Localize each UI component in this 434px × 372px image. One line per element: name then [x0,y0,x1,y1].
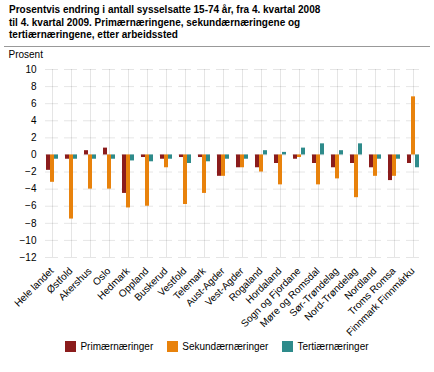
svg-text:0: 0 [31,149,37,160]
svg-text:Hordaland: Hordaland [243,264,284,306]
svg-text:Troms Romsa: Troms Romsa [345,264,398,317]
svg-text:Østfold: Østfold [44,264,75,295]
html-text:Tertiærnæringer: Tertiærnæringer [297,340,369,352]
svg-text:2: 2 [31,132,37,143]
svg-text:Vest-Agder: Vest-Agder [202,264,246,308]
html-text:Primærnæringer: Primærnæringer [80,340,154,352]
svg-text:Rogaland: Rogaland [226,264,265,303]
svg-text:4: 4 [31,114,37,125]
html-text:Sekundærnæringer: Sekundærnæringer [182,340,269,352]
svg-text:Vestfold: Vestfold [155,264,189,298]
svg-text:−4: −4 [25,183,37,194]
svg-text:Sogn og Fjordane: Sogn og Fjordane [238,264,303,329]
svg-text:Oppland: Oppland [116,264,151,300]
svg-text:Sør-Trøndelag: Sør-Trøndelag [287,264,341,319]
svg-text:−10: −10 [20,234,37,245]
svg-text:Buskerud: Buskerud [132,264,170,303]
svg-text:Aust-Agder: Aust-Agder [183,264,227,308]
svg-text:6: 6 [31,97,37,108]
svg-text:−6: −6 [25,200,37,211]
svg-text:Nord-Trøndelag: Nord-Trøndelag [302,264,360,323]
svg-text:−12: −12 [20,251,37,262]
svg-text:Nordland: Nordland [342,264,379,302]
html-text:Prosentvis endring i antall sy: Prosentvis endring i antall sysselsatte … [9,4,321,40]
svg-text:−2: −2 [25,166,37,177]
svg-text:−8: −8 [25,217,37,228]
svg-text:Møre og Romsdal: Møre og Romsdal [257,264,322,329]
svg-text:Finnmark Finnmárku: Finnmark Finnmárku [344,265,417,338]
svg-text:10: 10 [25,63,37,74]
svg-text:Hele landet: Hele landet [12,264,56,309]
svg-text:Oslo: Oslo [90,264,113,287]
svg-text:8: 8 [31,80,37,91]
svg-text:Prosent: Prosent [9,48,44,59]
svg-text:Hedmark: Hedmark [95,264,132,302]
svg-text:Telemark: Telemark [171,264,208,302]
svg-text:Akershus: Akershus [56,265,93,302]
